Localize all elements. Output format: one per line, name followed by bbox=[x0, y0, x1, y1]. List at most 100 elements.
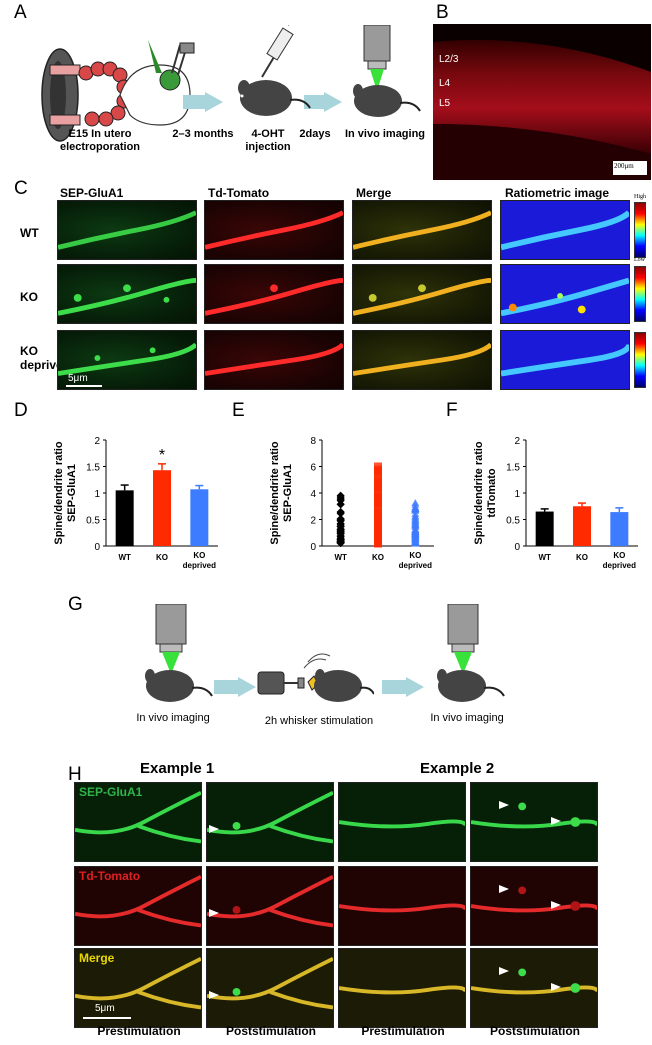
c-wt-td-image bbox=[204, 200, 344, 260]
g-arrow-2-icon bbox=[406, 677, 424, 697]
e-point-1-58 bbox=[374, 481, 382, 490]
chart-e: Spine/dendrite ratio SEP-GluA1 0 2 4 6 8 WT KO KO… bbox=[269, 436, 434, 570]
col-header-merge: Merge bbox=[356, 186, 392, 200]
h-dendrite-r2-c0 bbox=[75, 957, 201, 1010]
e-point-1-48 bbox=[374, 502, 382, 511]
f-bar-2 bbox=[610, 512, 629, 546]
h-arrowhead-icon-r1-c1-0 bbox=[209, 909, 219, 917]
h-dendrite-r1-c2 bbox=[339, 903, 465, 913]
e-ytick-label-4: 8 bbox=[310, 436, 316, 447]
f-xcat-2-line1: KO bbox=[613, 551, 625, 560]
g-whisker-stimulation-icon bbox=[257, 653, 374, 702]
d-ytick-label-2: 1 bbox=[94, 489, 100, 500]
h-image-r1-c0: Td-Tomato bbox=[74, 866, 202, 946]
f-ytick-label-1: 0.5 bbox=[506, 516, 520, 527]
electroporation-illustration bbox=[41, 40, 195, 142]
d-xcat-0: WT bbox=[118, 553, 131, 562]
row-label-ko: KO bbox=[20, 290, 38, 304]
d-ylabel-line1: Spine/dendrite ratio bbox=[53, 441, 65, 545]
mouse-icon-a1 bbox=[238, 80, 311, 116]
h-image-r1-c3 bbox=[470, 866, 598, 946]
g-microscope-mouse-right bbox=[437, 604, 505, 702]
panel-label-g: G bbox=[68, 594, 83, 615]
e-point-2-56 bbox=[411, 525, 420, 533]
e-point-0-45 bbox=[336, 500, 345, 509]
c-wt-colorbar bbox=[634, 202, 646, 258]
h-dendrite-r0-c0 bbox=[75, 791, 201, 844]
h-scalebar-label: 5μm bbox=[95, 1003, 115, 1014]
panel-label-c: C bbox=[14, 178, 28, 199]
h-arrowhead-icon-r0-c1-0 bbox=[209, 825, 219, 833]
g-microscope-mouse-left bbox=[145, 604, 213, 702]
panel-b-scalebar-label: 200μm bbox=[614, 162, 634, 170]
c-ko-colorbar bbox=[634, 266, 646, 322]
d-xcat-1: KO bbox=[156, 553, 168, 562]
h-dendrite-r2-c1 bbox=[207, 957, 333, 1010]
h-arrowhead-icon-r0-c3-1 bbox=[551, 817, 561, 825]
h-dendrite-r2-c2 bbox=[339, 985, 465, 995]
e-point-2-58 bbox=[411, 521, 420, 529]
step2-line2: injection bbox=[245, 141, 291, 153]
microscope-mouse-icon bbox=[353, 25, 421, 117]
e-point-1-31 bbox=[374, 526, 382, 535]
h-example1-title: Example 1 bbox=[140, 760, 215, 777]
c-ko-td-image bbox=[204, 264, 344, 324]
step1-caption: E15 In utero electroporation bbox=[44, 128, 156, 154]
layer-label-l5: L5 bbox=[439, 98, 451, 109]
c-ko-ratio-image bbox=[500, 264, 630, 324]
h-scalebar-line bbox=[83, 1017, 131, 1019]
c-wt-sep-image bbox=[57, 200, 197, 260]
e-point-1-59 bbox=[374, 536, 382, 545]
e-point-1-41 bbox=[374, 487, 382, 496]
c-kod-sep-image: 5μm bbox=[57, 330, 197, 390]
h-dendrite-r1-c1 bbox=[207, 875, 333, 928]
c-wt-ratio-image bbox=[500, 200, 630, 260]
step3-caption: In vivo imaging bbox=[344, 128, 426, 140]
e-point-1-39 bbox=[374, 519, 382, 528]
step1-line2: electroporation bbox=[59, 141, 141, 153]
h-arrowhead-icon-r1-c3-1 bbox=[551, 901, 561, 909]
h-footer-4: Poststimulation bbox=[489, 1024, 580, 1038]
h-image-r2-c2 bbox=[338, 948, 466, 1028]
h-image-r0-c0: SEP-GluA1 bbox=[74, 782, 202, 862]
d-ytick-label-1: 0.5 bbox=[86, 516, 100, 527]
h-footer-1: Prestimulation bbox=[97, 1024, 181, 1038]
e-point-1-29 bbox=[374, 467, 382, 476]
f-bar-0 bbox=[535, 511, 554, 546]
d-bar-2 bbox=[190, 489, 209, 546]
e-ylabel-line2: SEP-GluA1 bbox=[282, 464, 294, 522]
panel-a-schematic bbox=[41, 25, 294, 142]
h-image-r2-c0: Merge 5μm bbox=[74, 948, 202, 1028]
h-image-r0-c3 bbox=[470, 782, 598, 862]
f-ytick-label-2: 1 bbox=[514, 489, 520, 500]
h-dendrite-r0-c3 bbox=[471, 802, 597, 829]
e-xcat-2-line1: KO bbox=[409, 551, 421, 560]
panel-label-e: E bbox=[232, 400, 245, 421]
c-kod-ratio-image bbox=[500, 330, 630, 390]
e-point-1-38 bbox=[374, 509, 382, 518]
g-step2-caption: 2h whisker stimulation bbox=[264, 715, 374, 727]
f-bar-1 bbox=[573, 506, 591, 546]
c-scalebar-label: 5μm bbox=[68, 373, 88, 384]
f-ytick-label-3: 1.5 bbox=[506, 463, 520, 474]
h-arrowhead-icon-r0-c3-0 bbox=[499, 801, 509, 809]
e-point-2-57 bbox=[411, 499, 420, 507]
step1-line1: E15 In utero bbox=[68, 128, 132, 140]
e-point-2-55 bbox=[411, 504, 420, 512]
d-ytick-label-4: 2 bbox=[94, 436, 100, 447]
f-ylabel-line2: tdTomato bbox=[486, 468, 498, 518]
h-image-r1-c2 bbox=[338, 866, 466, 946]
c-ko-sep-image bbox=[57, 264, 197, 324]
colorbar-low-label: Low bbox=[634, 257, 645, 263]
panel-label-b: B bbox=[436, 2, 449, 23]
panel-b-scalebar-box bbox=[613, 161, 647, 175]
h-example2-title: Example 2 bbox=[420, 760, 495, 777]
h-footer-3: Prestimulation bbox=[361, 1024, 445, 1038]
layer-label-l23: L2/3 bbox=[439, 54, 459, 65]
e-ytick-label-0: 0 bbox=[310, 542, 316, 553]
d-ytick-label-0: 0 bbox=[94, 542, 100, 553]
colorbar-high-label: High bbox=[634, 194, 646, 200]
g-step3-caption: In vivo imaging bbox=[430, 712, 504, 724]
g-arrow-2-body bbox=[382, 680, 406, 694]
e-point-1-56 bbox=[374, 513, 382, 522]
